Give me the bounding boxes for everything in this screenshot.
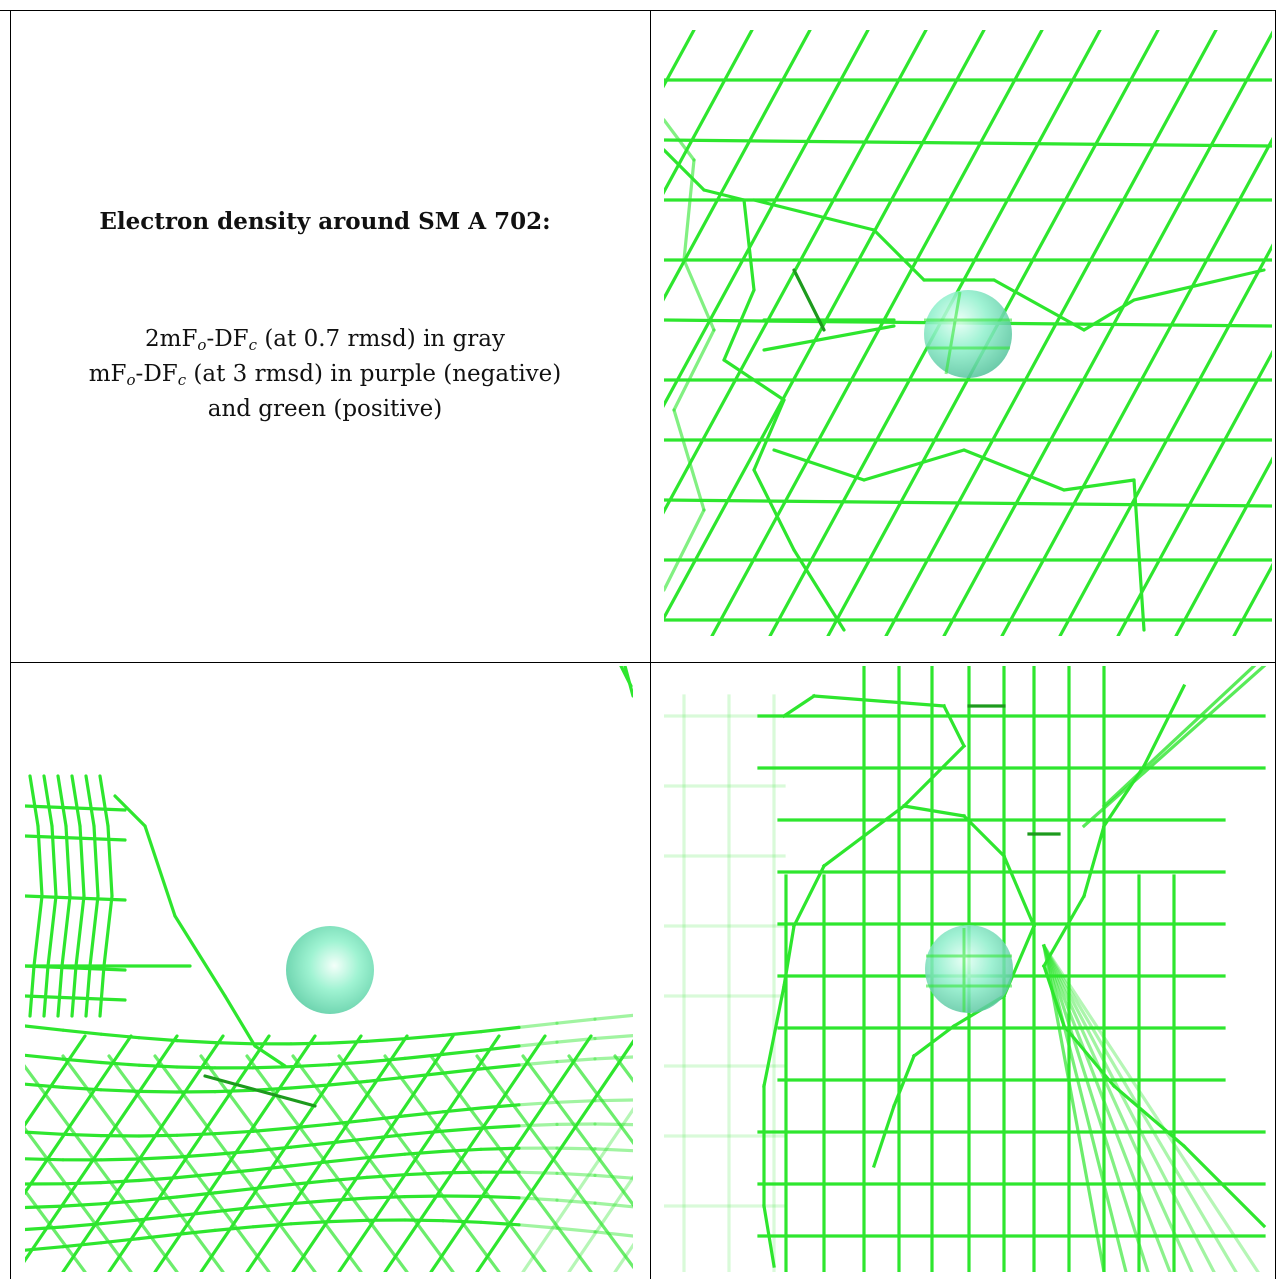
frame-top (0, 10, 1276, 11)
caption-line-2fo-fc: 2mFo-DFc (at 0.7 rmsd) in gray (145, 326, 505, 354)
mesh-view-bottom-right (664, 666, 1267, 1272)
density-panel-bottom-left (25, 666, 633, 1272)
difference-density-mesh (664, 30, 1272, 636)
difference-density-mesh (25, 666, 633, 1272)
sm-atom-sphere (925, 925, 1013, 1013)
frame-left (10, 10, 11, 1279)
caption-line-positive: and green (positive) (207, 396, 443, 422)
mesh-over-atom (926, 928, 1012, 1012)
density-panel-top-right (664, 30, 1272, 636)
mesh-view-bottom-left (25, 666, 633, 1272)
frame-divider-vertical (650, 10, 651, 1279)
density-panel-bottom-right (664, 666, 1272, 1272)
sm-atom-sphere (924, 290, 1012, 378)
caption-panel: Electron density around SM A 702: 2mFo-D… (0, 0, 650, 660)
sm-atom-sphere (286, 926, 374, 1014)
caption-line-fo-fc: mFo-DFc (at 3 rmsd) in purple (negative) (88, 361, 562, 389)
mesh-over-atom (924, 291, 1012, 375)
mesh-view-top-right (664, 30, 1272, 636)
caption-title: Electron density around SM A 702: (99, 208, 551, 235)
frame-divider-horizontal (10, 662, 1276, 663)
caption-description: 2mFo-DFc (at 0.7 rmsd) in gray mFo-DFc (… (0, 322, 650, 427)
